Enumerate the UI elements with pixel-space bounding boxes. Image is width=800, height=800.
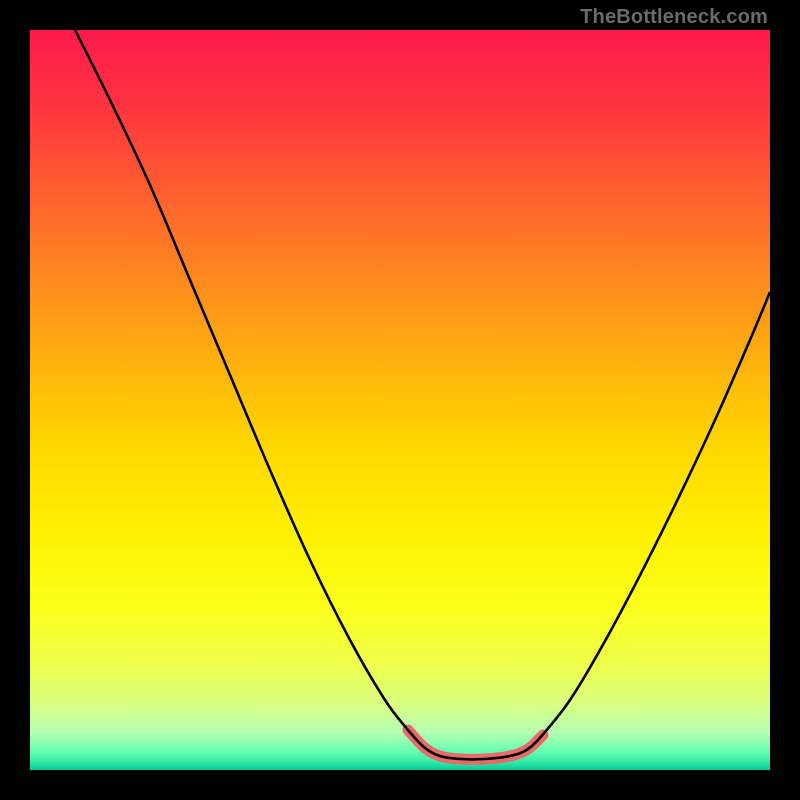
chart-container: TheBottleneck.com <box>0 0 800 800</box>
curve-highlight <box>408 730 543 759</box>
curve-layer <box>30 30 770 770</box>
bottleneck-curve <box>75 30 770 759</box>
watermark-text: TheBottleneck.com <box>580 6 768 29</box>
plot-area <box>30 30 770 770</box>
